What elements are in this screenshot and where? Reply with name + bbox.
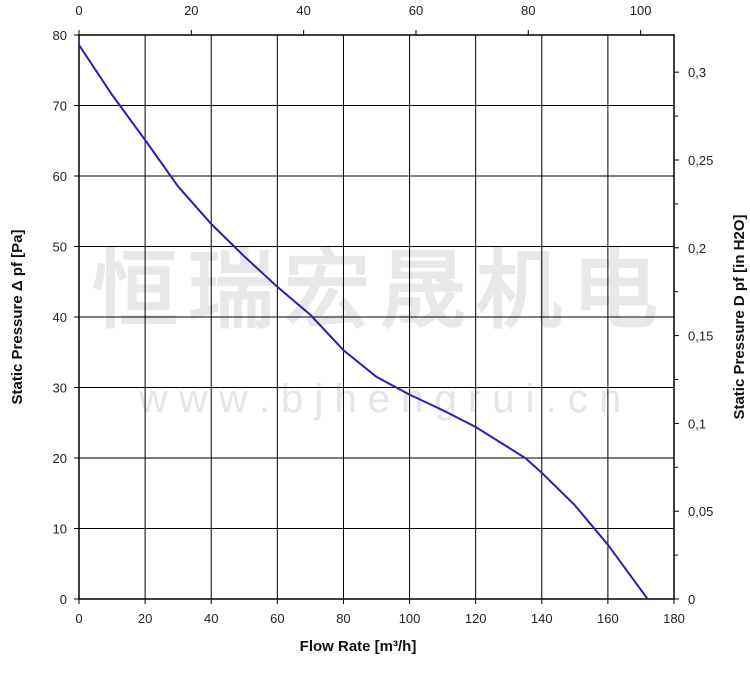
y-tick-label: 50: [53, 240, 67, 255]
x2-tick-label: 0: [75, 3, 82, 18]
y-tick-label: 30: [53, 381, 67, 396]
x-tick-label: 20: [138, 611, 152, 626]
y-tick-label: 60: [53, 169, 67, 184]
x2-tick-label: 80: [521, 3, 535, 18]
x-tick-label: 60: [270, 611, 284, 626]
x-tick-label: 0: [75, 611, 82, 626]
y2-tick-label: 0,1: [688, 416, 706, 431]
y2-tick-label: 0,05: [688, 504, 713, 519]
x2-tick-label: 20: [184, 3, 198, 18]
y-tick-label: 20: [53, 451, 67, 466]
y-tick-label: 10: [53, 522, 67, 537]
y2-tick-label: 0: [688, 592, 695, 607]
x-tick-label: 40: [204, 611, 218, 626]
plot-frame: [78, 34, 675, 600]
x-tick-label: 120: [465, 611, 487, 626]
y2-tick-label: 0,2: [688, 241, 706, 256]
y2-tick-label: 0,15: [688, 329, 713, 344]
x-tick-label: 160: [597, 611, 619, 626]
x2-tick-label: 100: [630, 3, 652, 18]
y2-tick-label: 0,3: [688, 65, 706, 80]
x-axis-label: Flow Rate [m³/h]: [300, 638, 417, 655]
x-tick-label: 100: [399, 611, 421, 626]
y-axis-label: Static Pressure Δ pf [Pa]: [9, 229, 26, 404]
x2-tick-label: 40: [296, 3, 310, 18]
y-tick-label: 0: [60, 592, 67, 607]
x-tick-label: 80: [336, 611, 350, 626]
y2-axis-label: Static Pressure D pf [in H2O]: [731, 214, 748, 419]
x-tick-label: 180: [663, 611, 685, 626]
grid: 0 20 40 60 80 100 120 140 160 1800102030405060708…: [53, 3, 714, 626]
y2-tick-label: 0,25: [688, 153, 713, 168]
y-tick-label: 40: [53, 310, 67, 325]
x2-tick-label: 60: [409, 3, 423, 18]
pressure-curve: [78, 44, 649, 600]
y-tick-label: 70: [53, 99, 67, 114]
y-tick-label: 80: [53, 28, 67, 43]
x-tick-label: 140: [531, 611, 553, 626]
watermark-url: w w w . b j h e n g r u i . c n: [138, 377, 621, 421]
watermark-cn: 恒瑞宏晟机电: [92, 243, 668, 339]
